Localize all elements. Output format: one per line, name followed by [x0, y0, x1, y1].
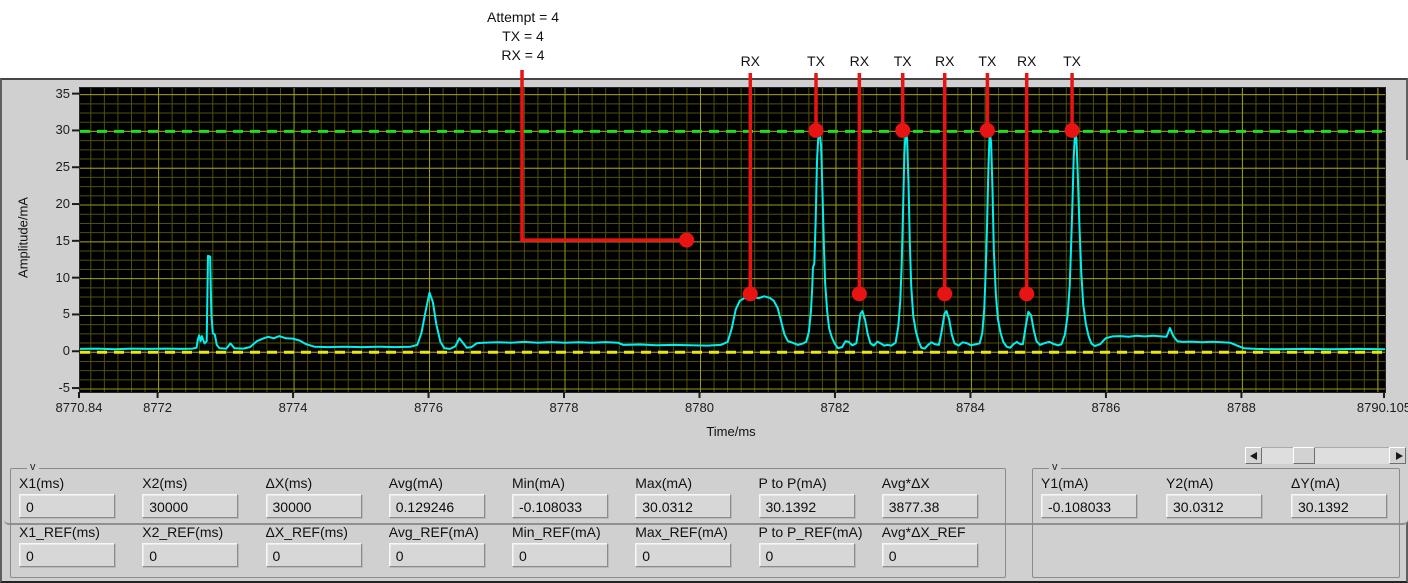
ytick-35: 35 — [55, 85, 70, 101]
ytick-10: 10 — [55, 269, 70, 285]
field-label-x1-ms: X1(ms) — [19, 475, 65, 491]
field-label-max-ma: Max(mA) — [635, 475, 693, 491]
attempt-callout: Attempt = 4 TX = 4 RX = 4 — [487, 8, 559, 65]
field-value-p-to-p-ref-ma[interactable]: 0 — [758, 543, 855, 567]
xtick-8790.105: 8790.105 — [1356, 400, 1408, 415]
tx-pulse-label: TX — [978, 53, 997, 69]
cursor-panel-y-legend: v — [1049, 461, 1061, 473]
x-measurement-fields: X1(ms) X2(ms) ΔX(ms) Avg(mA) Min(mA) Max(mA) P… — [19, 473, 1001, 571]
x-axis-title: Time/ms — [706, 424, 756, 439]
scroll-left-icon — [1250, 452, 1257, 460]
field-value-max-ma[interactable]: 30.0312 — [635, 494, 732, 518]
horizontal-scrollbar[interactable] — [1245, 447, 1406, 464]
field-label-y1-ma: Y1(mA) — [1041, 475, 1089, 491]
field-label-avg-ma: Avg(mA) — [388, 475, 443, 491]
ytick-30: 30 — [55, 122, 70, 138]
field-value-avg-ma[interactable]: 0.129246 — [388, 494, 485, 518]
field-label-avg-δx: Avg*ΔX — [881, 475, 930, 491]
tx-pulse-label: TX — [1063, 53, 1081, 69]
field-label-p-to-p-ma: P to P(mA) — [758, 475, 827, 491]
ytick-5: 5 — [62, 306, 70, 322]
y-measurement-fields: Y1(mA) Y2(mA) ΔY(mA) -0.108033 30.0312 30.139… — [1041, 473, 1395, 522]
rx-pulse-label: RX — [849, 53, 870, 69]
plot-area[interactable] — [79, 87, 1386, 393]
ytick-0: 0 — [62, 343, 70, 359]
field-value-avg-δx[interactable]: 3877.38 — [881, 494, 978, 518]
cursor-panel-x: v X1(ms) X2(ms) ΔX(ms) Avg(mA) Min(mA) Max(mA… — [10, 461, 1006, 578]
field-label-avg-δx-ref: Avg*ΔX_REF — [881, 524, 966, 540]
field-label-min-ma: Min(mA) — [512, 475, 565, 491]
field-label-δx-ref-ms: ΔX_REF(ms) — [265, 524, 348, 540]
supply-current-trace — [80, 130, 1385, 351]
xtick-8778: 8778 — [549, 400, 579, 415]
field-value-x2-ms[interactable]: 30000 — [142, 494, 239, 518]
callout-line-tx: TX = 4 — [502, 28, 544, 44]
field-value-x2-ref-ms[interactable]: 0 — [142, 543, 239, 567]
rx-pulse-label: RX — [1016, 53, 1037, 69]
tx-pulse-label: TX — [893, 53, 912, 69]
field-label-δy-ma: ΔY(mA) — [1291, 475, 1341, 491]
field-value-δx-ms[interactable]: 30000 — [265, 494, 362, 518]
field-label-avg-ref-ma: Avg_REF(mA) — [388, 524, 479, 540]
callout-line-attempt: Attempt = 4 — [487, 9, 559, 25]
ytick-25: 25 — [55, 159, 70, 175]
scroll-right-icon — [1396, 452, 1403, 460]
field-value-δy-ma[interactable]: 30.1392 — [1291, 494, 1387, 518]
ytick--5: -5 — [58, 380, 70, 396]
tx-pulse-label: TX — [807, 53, 825, 69]
field-value-p-to-p-ma[interactable]: 30.1392 — [758, 494, 855, 518]
field-label-x2-ms: X2(ms) — [142, 475, 188, 491]
field-label-min-ref-ma: Min_REF(mA) — [512, 524, 601, 540]
xtick-8780: 8780 — [685, 400, 714, 415]
field-label-x2-ref-ms: X2_REF(ms) — [142, 524, 224, 540]
field-label-p-to-p-ref-ma: P to P_REF(mA) — [758, 524, 863, 540]
xtick-8770.84: 8770.84 — [55, 400, 103, 415]
rx-pulse-label: RX — [934, 53, 955, 69]
xtick-8782: 8782 — [820, 400, 850, 415]
xtick-8786: 8786 — [1091, 400, 1121, 415]
field-value-min-ma[interactable]: -0.108033 — [512, 494, 608, 518]
field-value-δx-ref-ms[interactable]: 0 — [265, 543, 362, 567]
scrollbar-thumb[interactable] — [1293, 447, 1315, 464]
field-value-avg-δx-ref[interactable]: 0 — [881, 543, 978, 567]
field-value-y1-ma[interactable]: -0.108033 — [1041, 494, 1137, 518]
cursor-panel-x-legend: v — [27, 461, 39, 473]
cursor-panel-y: v Y1(mA) Y2(mA) ΔY(mA) -0.108033 30.0312 30.1… — [1032, 461, 1400, 578]
callout-line-rx: RX = 4 — [501, 47, 545, 63]
scrollbar-left-button[interactable] — [1245, 447, 1262, 464]
xtick-8772: 8772 — [143, 400, 173, 415]
ytick-20: 20 — [55, 196, 70, 212]
xtick-8784: 8784 — [955, 400, 985, 415]
field-value-x1-ref-ms[interactable]: 0 — [19, 543, 115, 567]
field-label-y2-ma: Y2(mA) — [1166, 475, 1214, 491]
field-value-avg-ref-ma[interactable]: 0 — [388, 543, 485, 567]
field-label-max-ref-ma: Max_REF(mA) — [635, 524, 728, 540]
field-label-δx-ms: ΔX(ms) — [265, 475, 313, 491]
field-value-max-ref-ma[interactable]: 0 — [635, 543, 732, 567]
scrollbar-right-button[interactable] — [1389, 447, 1406, 464]
field-value-y2-ma[interactable]: 30.0312 — [1166, 494, 1262, 518]
waveform-plot — [80, 88, 1385, 392]
xtick-8774: 8774 — [278, 400, 308, 415]
field-value-min-ref-ma[interactable]: 0 — [512, 543, 608, 567]
xtick-8788: 8788 — [1226, 400, 1256, 415]
field-label-x1-ref-ms: X1_REF(ms) — [19, 524, 100, 540]
field-value-x1-ms[interactable]: 0 — [19, 494, 115, 518]
ytick-15: 15 — [55, 232, 70, 248]
rx-pulse-label: RX — [740, 53, 761, 69]
xtick-8776: 8776 — [414, 400, 443, 415]
